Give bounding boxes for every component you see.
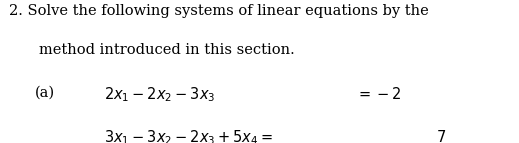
Text: method introduced in this section.: method introduced in this section. <box>39 43 295 57</box>
Text: $2x_1 - 2x_2 - 3x_3$: $2x_1 - 2x_2 - 3x_3$ <box>104 86 215 105</box>
Text: 2. Solve the following systems of linear equations by the: 2. Solve the following systems of linear… <box>9 4 429 18</box>
Text: $7$: $7$ <box>436 129 446 143</box>
Text: $3x_1 - 3x_2 - 2x_3 + 5x_4 =$: $3x_1 - 3x_2 - 2x_3 + 5x_4 =$ <box>104 129 273 143</box>
Text: $= -2$: $= -2$ <box>356 86 401 102</box>
Text: (a): (a) <box>35 86 56 100</box>
